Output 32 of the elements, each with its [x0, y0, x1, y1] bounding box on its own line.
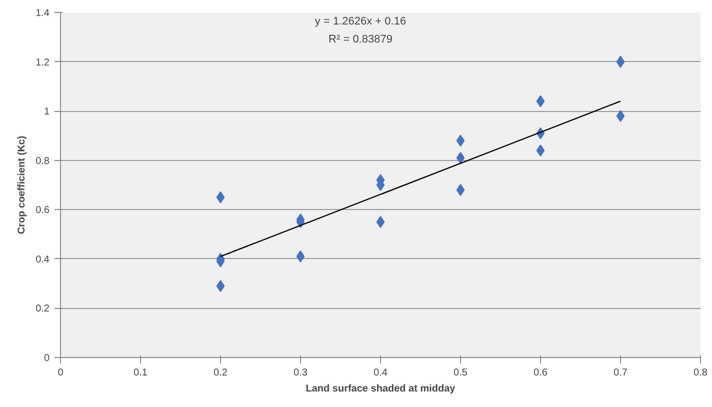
x-tick-label: 0.2 [214, 368, 228, 378]
x-tick-label: 0.1 [134, 368, 148, 378]
y-tick-label: 0.4 [36, 254, 50, 266]
y-tick-label: 1.4 [36, 8, 50, 19]
x-tick-label: 0.5 [454, 368, 468, 378]
annotation: y = 1.2626x + 0.16 [314, 16, 406, 28]
point [456, 184, 465, 196]
point [376, 216, 385, 228]
x-tick-label: 0.6 [534, 368, 548, 378]
y-tick-label: 1 [44, 106, 50, 118]
annotation: R² = 0.83879 [328, 34, 392, 46]
x-tick-label: 0.7 [614, 368, 628, 378]
point [216, 280, 225, 292]
point [536, 95, 545, 108]
point [616, 110, 625, 122]
y-tick-label: 0.2 [36, 304, 50, 315]
point [456, 134, 465, 147]
y-tick-label: 0 [44, 353, 50, 364]
y-tick-label: 1.2 [36, 57, 50, 68]
point [616, 56, 625, 68]
y-tick-label: 0.8 [36, 156, 50, 167]
x-tick-label: 0 [58, 368, 64, 378]
y-tick-label: 0.6 [36, 205, 50, 216]
y-axis-title: Crop coefficient (Kc) [16, 136, 28, 234]
point [536, 144, 545, 156]
point [456, 152, 465, 164]
x-tick-label: 0.3 [294, 368, 308, 378]
point [296, 250, 305, 262]
x-tick-label: 0.4 [374, 368, 388, 378]
point [216, 191, 225, 204]
x-axis-title: Land surface shaded at midday [306, 384, 456, 394]
x-tick-label: 0.8 [694, 368, 708, 378]
